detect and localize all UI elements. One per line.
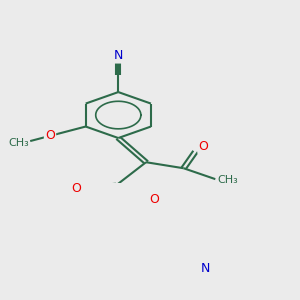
- Text: O: O: [199, 140, 208, 153]
- Text: CH₃: CH₃: [217, 176, 238, 185]
- Text: N: N: [114, 49, 123, 62]
- Text: N: N: [201, 262, 210, 275]
- Text: O: O: [149, 193, 159, 206]
- Text: O: O: [45, 129, 55, 142]
- Text: O: O: [72, 182, 82, 195]
- Text: CH₃: CH₃: [8, 139, 29, 148]
